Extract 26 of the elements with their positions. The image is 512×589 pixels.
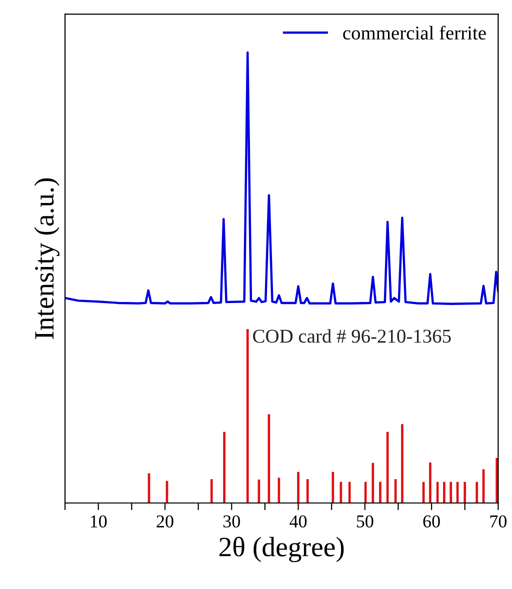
- x-axis-title: 2θ (degree): [219, 536, 344, 562]
- x-tick-label: 70: [490, 515, 507, 528]
- x-tick-label: 30: [223, 515, 240, 528]
- bar: [476, 482, 478, 504]
- x-tick-label: 40: [290, 515, 307, 528]
- bar: [332, 472, 334, 504]
- y-axis-title: Intensity (a.u.): [34, 178, 60, 339]
- x-tick-label: 50: [356, 515, 374, 528]
- bar: [306, 479, 309, 504]
- bar: [379, 482, 382, 504]
- bar: [429, 462, 432, 504]
- series-label: COD card # 96-210-1365: [253, 329, 451, 343]
- x-tick-label: 20: [156, 515, 174, 528]
- legend-label: commercial ferrite: [343, 26, 486, 40]
- bar: [464, 482, 466, 504]
- x-tick-label: 10: [90, 515, 107, 528]
- bar: [223, 432, 226, 504]
- bar: [340, 482, 342, 504]
- bar: [450, 482, 452, 504]
- bar: [401, 424, 404, 504]
- bar: [372, 462, 374, 504]
- bar: [210, 479, 213, 504]
- bar: [297, 472, 300, 504]
- bar: [443, 482, 446, 504]
- bar: [246, 329, 249, 504]
- x-tick-label: 60: [423, 515, 440, 528]
